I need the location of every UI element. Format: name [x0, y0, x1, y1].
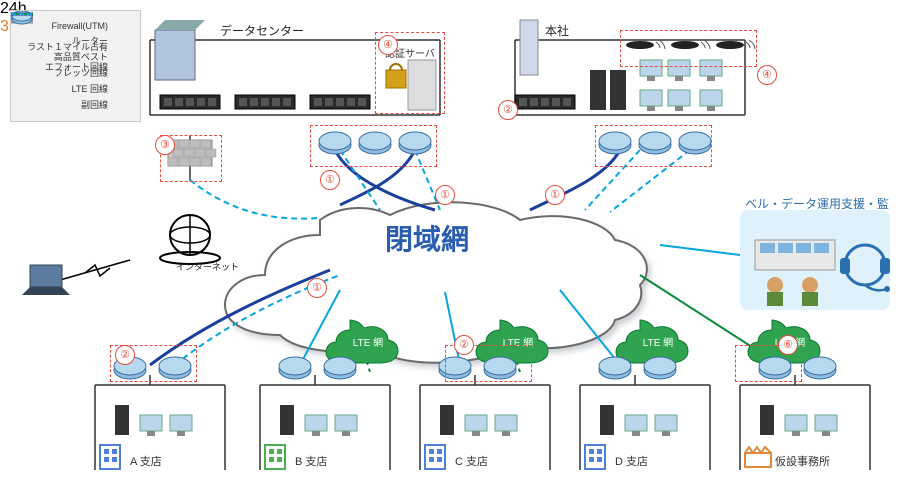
legend-label: 副回線 [19, 101, 112, 111]
branch-temp-label: 仮設事務所 [775, 453, 830, 469]
legend-label: フレッツ回線 [19, 69, 112, 79]
marker: ① [320, 170, 340, 190]
branch-a-label: A 支店 [130, 453, 162, 469]
legend-box: Firewall(UTM) ルーターラスト１マイル占有 高品質ベスト エフォート… [10, 10, 141, 122]
marker: ① [435, 185, 455, 205]
marker: ② [454, 335, 474, 355]
legend-row: LTE 回線 [19, 83, 134, 97]
branch-d-label: D 支店 [615, 453, 648, 469]
highlight-box [620, 30, 757, 67]
marker: ② [115, 345, 135, 365]
legend-row: ラスト１マイル占有 高品質ベスト エフォート回線 [19, 51, 134, 65]
marker: ③ [155, 135, 175, 155]
marker: ① [545, 185, 565, 205]
legend-row: フレッツ回線 [19, 67, 134, 81]
marker: ① [307, 278, 327, 298]
lte-cloud-label: LTE 網 [636, 334, 680, 354]
legend-label: LTE 回線 [19, 85, 112, 95]
highlight-box [595, 125, 712, 167]
highlight-box [310, 125, 437, 167]
marker: ⑥ [778, 335, 798, 355]
internet-label: インターネット [176, 260, 239, 273]
branch-b-label: B 支店 [295, 453, 327, 469]
cloud-label: 閉域網 [385, 218, 469, 258]
marker: ② [498, 100, 518, 120]
lte-cloud-label: LTE 網 [346, 334, 390, 354]
ops-box [740, 210, 890, 310]
site-dc-label: データセンター [220, 22, 304, 39]
marker: ④ [378, 35, 398, 55]
branch-c-label: C 支店 [455, 453, 488, 469]
marker: ④ [757, 65, 777, 85]
legend-row: 副回線 [19, 99, 134, 113]
site-hq-label: 本社 [545, 22, 569, 39]
